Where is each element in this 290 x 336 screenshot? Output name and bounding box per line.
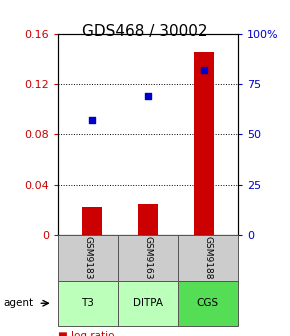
Bar <box>82 207 101 235</box>
Text: GSM9163: GSM9163 <box>143 236 153 280</box>
Point <box>202 67 206 73</box>
Text: GSM9188: GSM9188 <box>203 236 212 280</box>
Text: CGS: CGS <box>197 298 219 308</box>
Text: GSM9183: GSM9183 <box>84 236 93 280</box>
Bar <box>138 204 158 235</box>
Point <box>89 118 94 123</box>
Text: agent: agent <box>3 298 33 308</box>
Text: GDS468 / 30002: GDS468 / 30002 <box>82 24 208 39</box>
Text: ■ log ratio: ■ log ratio <box>58 331 115 336</box>
Text: T3: T3 <box>81 298 95 308</box>
Bar <box>194 52 214 235</box>
Text: DITPA: DITPA <box>133 298 163 308</box>
Point <box>146 93 150 99</box>
